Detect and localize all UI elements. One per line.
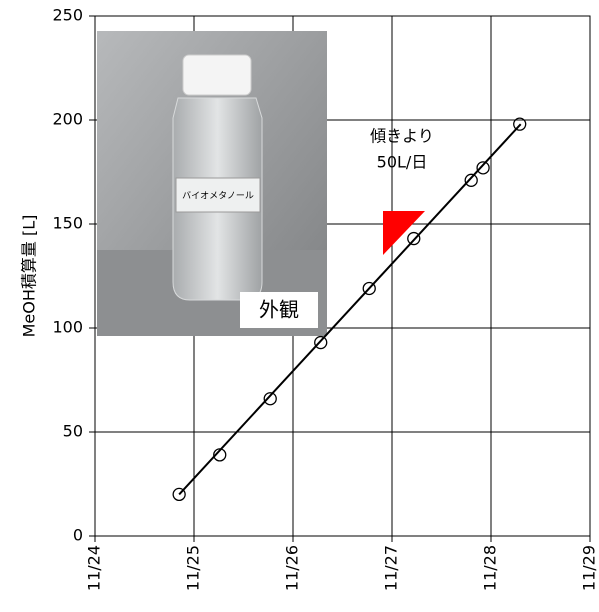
photo-caption: 外観 — [259, 298, 299, 322]
x-tick-label: 11/26 — [283, 545, 302, 591]
data-point — [465, 174, 477, 186]
x-tick-label: 11/24 — [85, 545, 104, 591]
slope-marker — [383, 211, 425, 255]
chart: バイオメタノール 外観 傾きより 50L/日 MeOH積算量 [L] 0 50 10… — [0, 0, 599, 608]
slope-annotation: 傾きより — [370, 127, 434, 146]
y-tick-label: 250 — [52, 6, 83, 25]
y-tick-label: 50 — [63, 422, 83, 441]
data-point — [408, 233, 420, 245]
x-tick-label: 11/25 — [184, 545, 203, 591]
y-axis-label: MeOH積算量 [L] — [20, 215, 39, 338]
y-tick-label: 0 — [73, 526, 83, 545]
y-tick-label: 100 — [52, 318, 83, 337]
bottle-cap — [183, 55, 251, 95]
x-tick-label: 11/29 — [580, 545, 599, 591]
x-tick-label: 11/27 — [382, 545, 401, 591]
y-tick-label: 200 — [52, 110, 83, 129]
slope-annotation: 50L/日 — [377, 153, 428, 172]
x-tick-label: 11/28 — [481, 545, 500, 591]
photo-inset: バイオメタノール 外観 — [97, 31, 327, 336]
y-tick-label: 150 — [52, 214, 83, 233]
data-point — [315, 337, 327, 349]
bottle-label: バイオメタノール — [182, 191, 254, 202]
